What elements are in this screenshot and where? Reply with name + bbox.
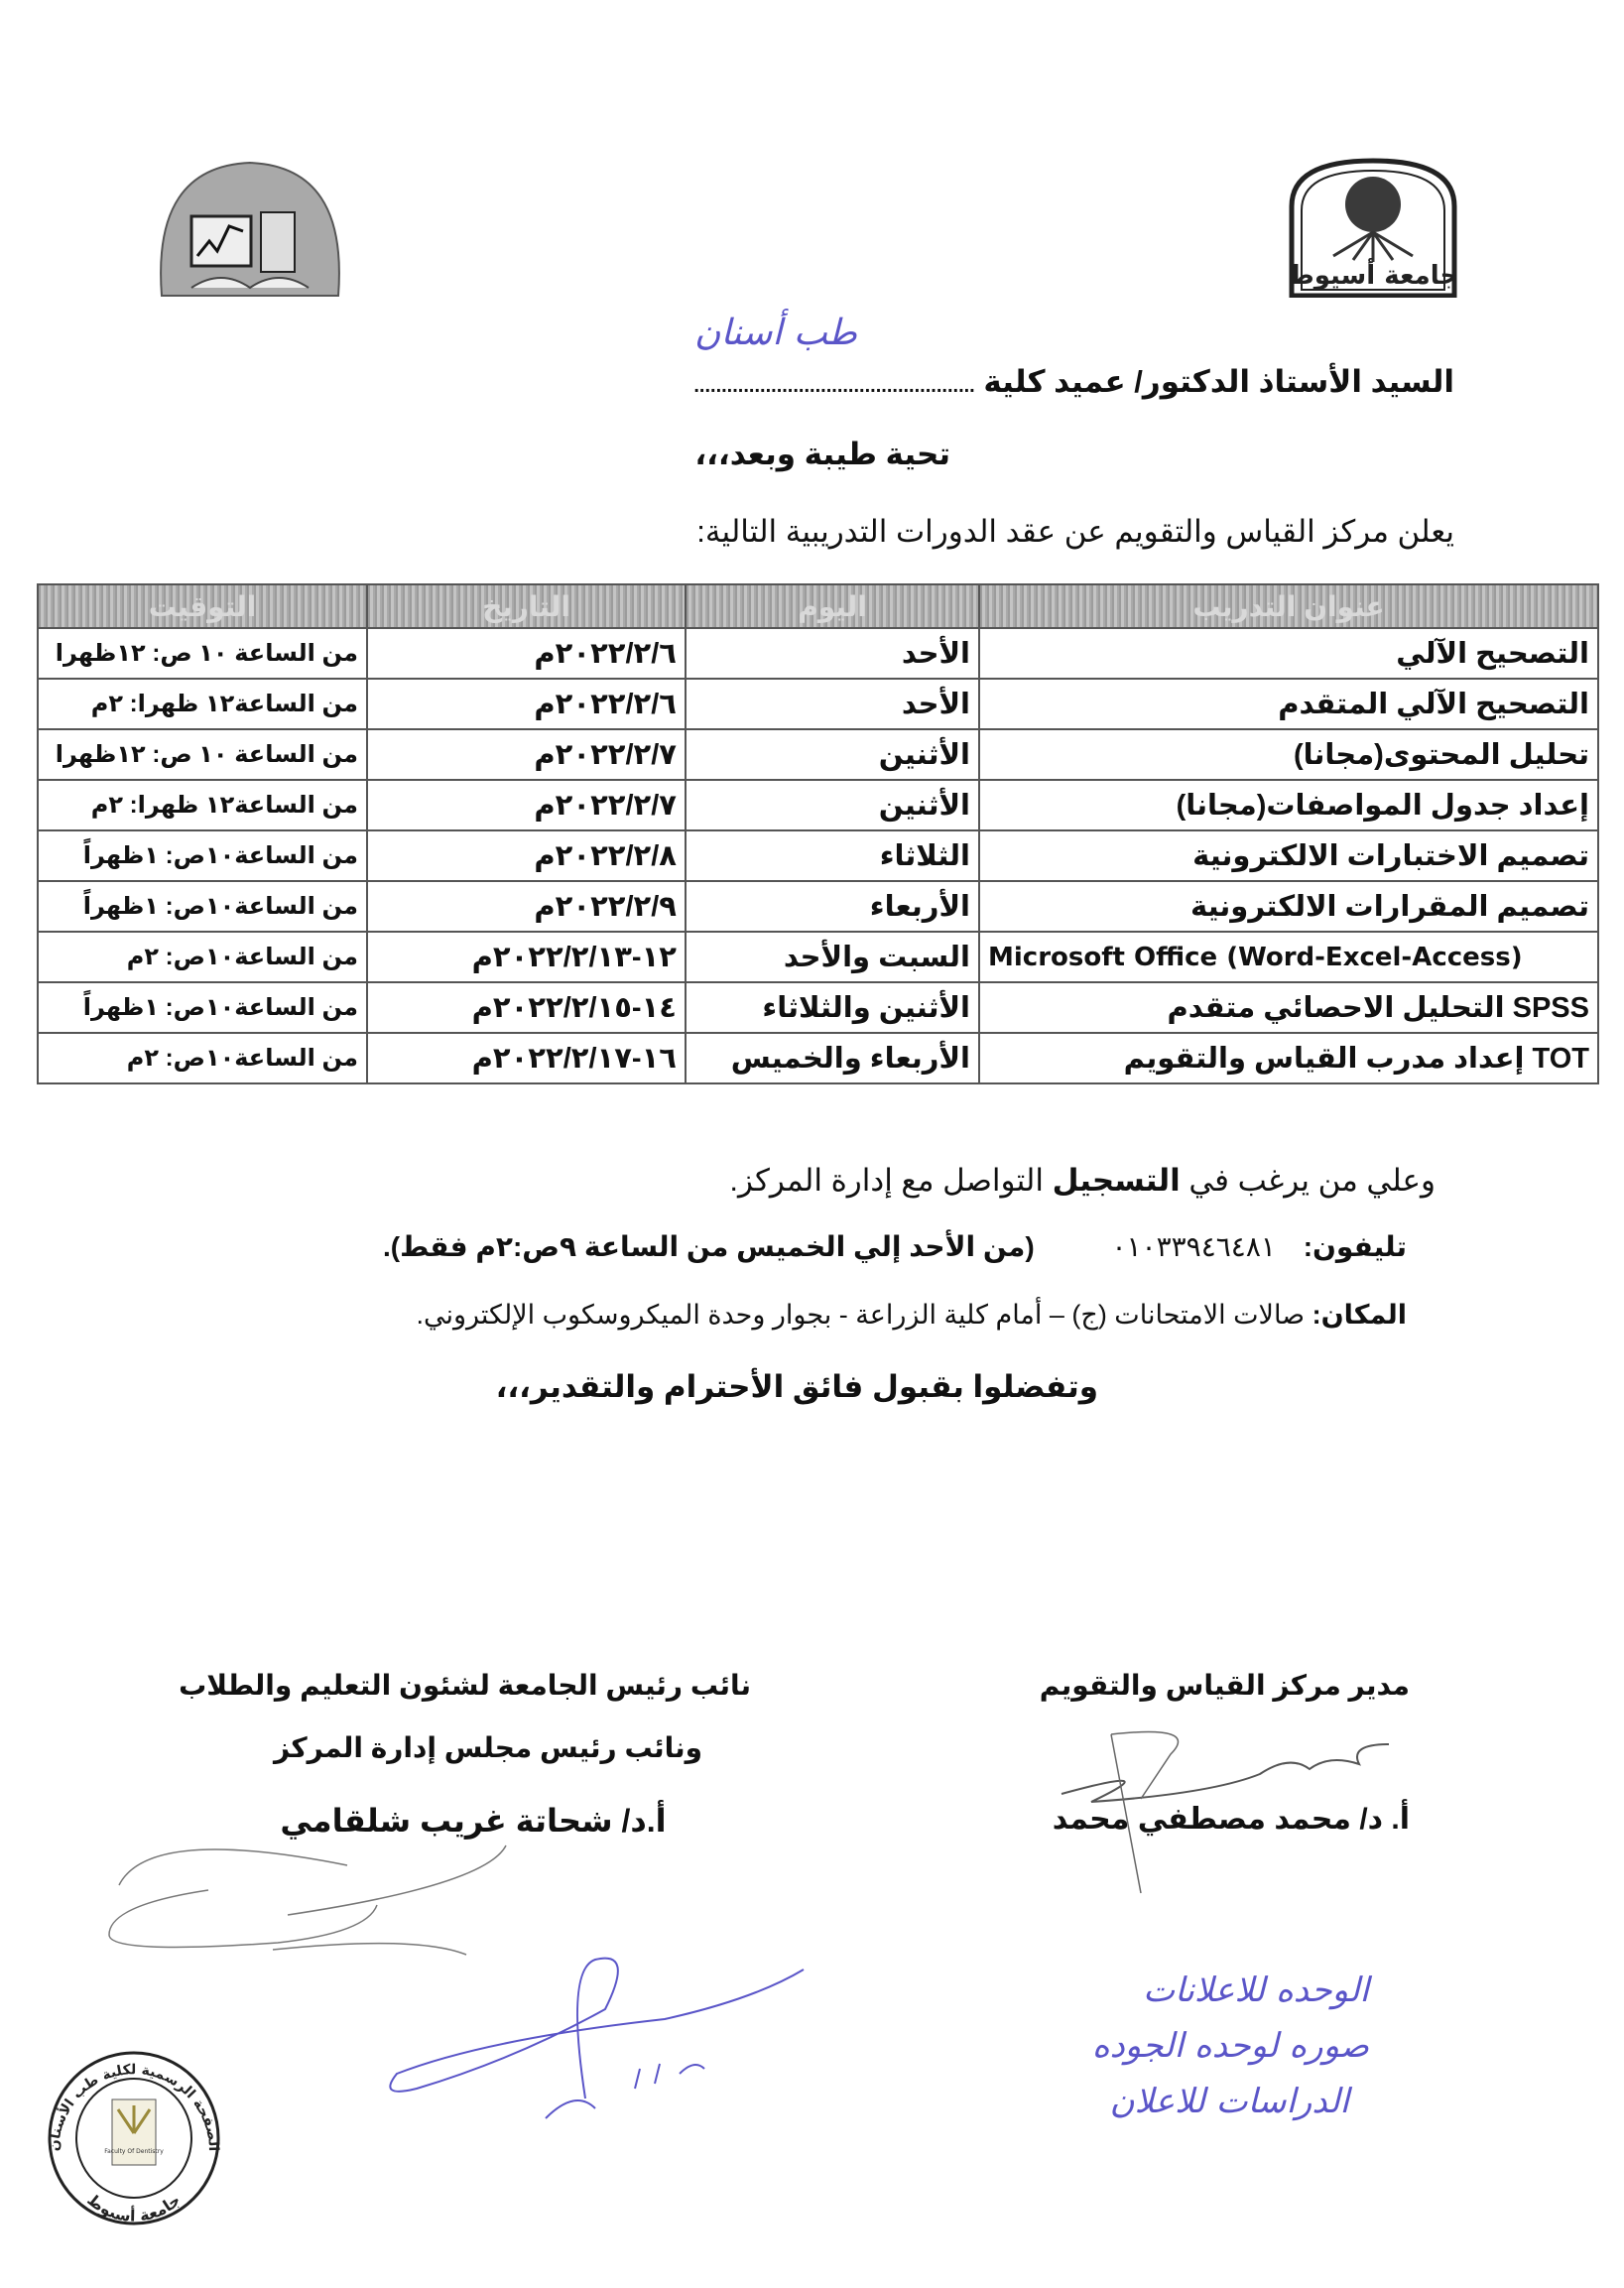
svg-text:Faculty Of Dentistry: Faculty Of Dentistry bbox=[104, 2148, 164, 2155]
handwritten-note-line: صوره لوحده الجوده bbox=[1091, 2026, 1369, 2066]
cell-day: الثلاثاء bbox=[685, 829, 980, 882]
table-row: تصميم الاختبارات الالكترونية الثلاثاء ٢٠٢٢… bbox=[37, 829, 1599, 882]
table-row: تصميم المقرارات الالكترونية الأربعاء ٢٠٢٢/… bbox=[37, 880, 1599, 933]
svg-text:جامعة أسيوط: جامعة أسيوط bbox=[1288, 258, 1459, 291]
handwritten-college-name: طب أسنان bbox=[694, 313, 857, 353]
handwritten-note-line: الوحده للاعلانات bbox=[1143, 1970, 1369, 2010]
cell-date: ١٦-٢٠٢٢/٢/١٧م bbox=[366, 1032, 687, 1084]
table-row: التصحيح الآلي المتقدم الأحد ٢٠٢٢/٢/٦م من ال… bbox=[37, 678, 1599, 730]
cell-day: الأثنين bbox=[685, 728, 980, 781]
left-signatory-name: أ.د/ شحاتة غريب شلقامي bbox=[280, 1803, 667, 1839]
measurement-center-logo bbox=[152, 157, 348, 298]
cell-date: ٢٠٢٢/٢/٨م bbox=[366, 829, 687, 882]
salutation-dots: ........................................… bbox=[693, 375, 975, 397]
salutation-text: السيد الأستاذ الدكتور/ عميد كلية bbox=[983, 364, 1454, 399]
cell-time: من الساعة١٢ ظهرا: ٢م bbox=[37, 678, 368, 730]
cell-date: ١٢-٢٠٢٢/٢/١٣م bbox=[366, 931, 687, 983]
table-header-row: عنوان التدريب اليوم التاريخ التوقيت bbox=[37, 583, 1599, 629]
cell-time: من الساعة ١٠ ص: ١٢ظهرا bbox=[37, 728, 368, 781]
cell-time: من الساعة١٠ص: ٢م bbox=[37, 931, 368, 983]
salutation: السيد الأستاذ الدكتور/ عميد كلية .......… bbox=[693, 364, 1454, 400]
table-row: SPSS التحليل الاحصائي متقدم الأثنين والثل… bbox=[37, 981, 1599, 1034]
cell-title: تصميم المقرارات الالكترونية bbox=[978, 880, 1599, 933]
university-logo: جامعة أسيوط bbox=[1284, 157, 1462, 299]
cell-day: السبت والأحد bbox=[685, 931, 980, 983]
cell-title: التصحيح الآلي المتقدم bbox=[978, 678, 1599, 730]
left-signature bbox=[108, 1844, 507, 1956]
cell-date: ٢٠٢٢/٢/٧م bbox=[366, 728, 687, 781]
phone-line: تليفون: ٠١٠٣٣٩٤٦٤٨١ (من الأحد إلي الخميس… bbox=[383, 1230, 1407, 1263]
location-label: المكان: bbox=[1312, 1300, 1407, 1330]
cell-time: من الساعة١٠ص: ١ظهراً bbox=[37, 829, 368, 882]
right-signature bbox=[1061, 1730, 1390, 1894]
cell-date: ٢٠٢٢/٢/٦م bbox=[366, 627, 687, 680]
cell-time: من الساعة١٢ ظهرا: ٢م bbox=[37, 779, 368, 831]
table-row: تحليل المحتوى(مجانا) الأثنين ٢٠٢٢/٢/٧م من ا… bbox=[37, 728, 1599, 781]
phone-hours: (من الأحد إلي الخميس من الساعة ٩ص:٢م فقط… bbox=[383, 1231, 1035, 1262]
phone-label: تليفون: bbox=[1303, 1231, 1407, 1262]
header-title: عنوان التدريب bbox=[978, 583, 1599, 629]
left-signatory-title-2: ونائب رئيس مجلس إدارة المركز bbox=[273, 1732, 703, 1763]
location-text: صالات الامتحانات (ج) – أمام كلية الزراعة… bbox=[416, 1300, 1306, 1330]
handwritten-note-line: الدراسات للاعلان bbox=[1109, 2082, 1349, 2121]
cell-title: Microsoft Office (Word-Excel-Access) bbox=[978, 931, 1599, 983]
registration-note: وعلي من يرغب في التسجيل التواصل مع إدارة… bbox=[729, 1163, 1436, 1199]
announcement: يعلن مركز القياس والتقويم عن عقد الدورات… bbox=[696, 514, 1454, 549]
cell-day: الأربعاء والخميس bbox=[685, 1032, 980, 1084]
phone-number: ٠١٠٣٣٩٤٦٤٨١ bbox=[1111, 1231, 1276, 1262]
left-signatory-title-1: نائب رئيس الجامعة لشئون التعليم والطلاب bbox=[179, 1670, 751, 1701]
cell-title: تحليل المحتوى(مجانا) bbox=[978, 728, 1599, 781]
header-time: التوقيت bbox=[37, 583, 368, 629]
cell-day: الأربعاء bbox=[685, 880, 980, 933]
right-signatory-title: مدير مركز القياس والتقويم bbox=[1039, 1670, 1410, 1701]
header-date: التاريخ bbox=[366, 583, 687, 629]
closing: وتفضلوا بقبول فائق الأحترام والتقدير،،، bbox=[495, 1369, 1098, 1404]
cell-day: الأثنين والثلاثاء bbox=[685, 981, 980, 1034]
header-day: اليوم bbox=[685, 583, 980, 629]
cell-title: SPSS التحليل الاحصائي متقدم bbox=[978, 981, 1599, 1034]
table-row: التصحيح الآلي الأحد ٢٠٢٢/٢/٦م من الساعة ١٠ … bbox=[37, 627, 1599, 680]
svg-text:جامعة أسيوط: جامعة أسيوط bbox=[83, 2190, 184, 2225]
cell-title: TOT إعداد مدرب القياس والتقويم bbox=[978, 1032, 1599, 1084]
cell-title: تصميم الاختبارات الالكترونية bbox=[978, 829, 1599, 882]
cell-title: التصحيح الآلي bbox=[978, 627, 1599, 680]
faculty-stamp: الصفحة الرسمية لكلية طب الأسنان جامعة أس… bbox=[47, 2050, 221, 2226]
registration-bold: التسجيل bbox=[1052, 1163, 1181, 1198]
cell-date: ٢٠٢٢/٢/٩م bbox=[366, 880, 687, 933]
cell-time: من الساعة ١٠ ص: ١٢ظهرا bbox=[37, 627, 368, 680]
training-schedule-table: عنوان التدريب اليوم التاريخ التوقيت التص… bbox=[37, 583, 1599, 1084]
handwritten-notes: الوحده للاعلانات صوره لوحده الجوده الدرا… bbox=[853, 1963, 1369, 2129]
location-line: المكان: صالات الامتحانات (ج) – أمام كلية… bbox=[416, 1300, 1407, 1331]
registration-text: وعلي من يرغب في bbox=[1180, 1163, 1436, 1198]
cell-date: ١٤-٢٠٢٢/٢/١٥م bbox=[366, 981, 687, 1034]
cell-time: من الساعة١٠ص: ١ظهراً bbox=[37, 880, 368, 933]
dean-pen-signature bbox=[389, 1957, 805, 2119]
cell-time: من الساعة١٠ص: ١ظهراً bbox=[37, 981, 368, 1034]
cell-title: إعداد جدول المواصفات(مجانا) bbox=[978, 779, 1599, 831]
cell-day: الأحد bbox=[685, 627, 980, 680]
cell-day: الأثنين bbox=[685, 779, 980, 831]
table-row: Microsoft Office (Word-Excel-Access) السب… bbox=[37, 931, 1599, 983]
right-signatory-name: أ. د/ محمد مصطفي محمد bbox=[1052, 1803, 1410, 1836]
table-row: TOT إعداد مدرب القياس والتقويم الأربعاء و… bbox=[37, 1032, 1599, 1084]
cell-day: الأحد bbox=[685, 678, 980, 730]
cell-time: من الساعة١٠ص: ٢م bbox=[37, 1032, 368, 1084]
cell-date: ٢٠٢٢/٢/٦م bbox=[366, 678, 687, 730]
greeting: تحية طيبة وبعد،،، bbox=[694, 437, 950, 471]
table-row: إعداد جدول المواصفات(مجانا) الأثنين ٢٠٢٢/٢… bbox=[37, 779, 1599, 831]
registration-text-end: التواصل مع إدارة المركز. bbox=[729, 1163, 1053, 1198]
cell-date: ٢٠٢٢/٢/٧م bbox=[366, 779, 687, 831]
